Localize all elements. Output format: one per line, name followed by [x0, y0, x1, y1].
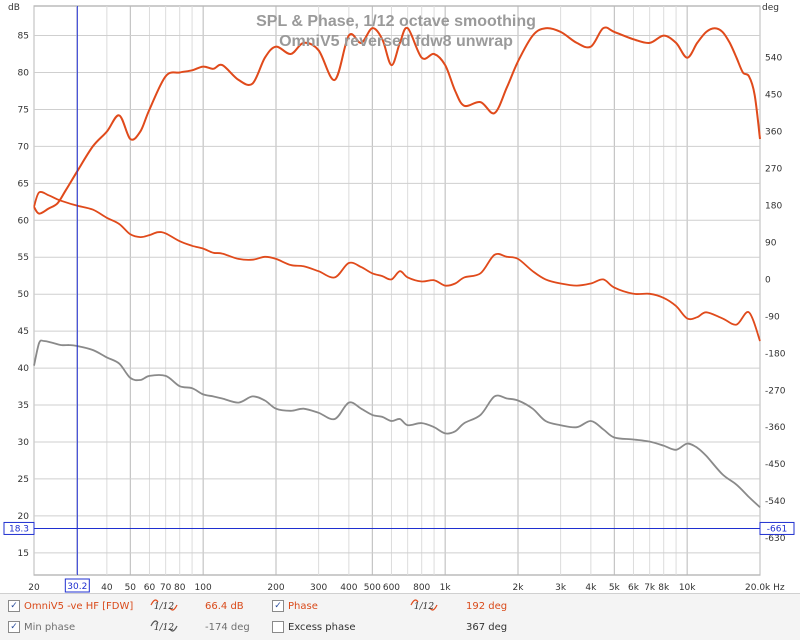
- right-tick-label: 180: [765, 202, 782, 212]
- left-tick-label: 20: [18, 512, 30, 522]
- left-tick-label: 50: [18, 290, 30, 300]
- left-tick-label: 65: [18, 179, 29, 189]
- excess-phase-label: Excess phase: [288, 622, 356, 633]
- x-tick-label: 80: [174, 583, 186, 593]
- right-tick-label: -270: [765, 386, 786, 396]
- x-tick-label: 10k: [679, 583, 696, 593]
- right-tick-label: 270: [765, 165, 782, 175]
- cursor-right-box: [759, 521, 795, 535]
- grid-lines: [33, 5, 761, 576]
- phase-cursor-value: 192 deg: [466, 601, 508, 612]
- x-tick-label: 100: [195, 583, 212, 593]
- left-axis-unit: dB: [8, 3, 20, 13]
- minphase-legend-label: Min phase: [24, 622, 76, 633]
- spl-series-line: [33, 26, 761, 215]
- x-tick-label: 7k: [644, 583, 656, 593]
- spl-phase-chart[interactable]: 15 20 25 30 35 40 45 50 55 60 65 70 75 80 85 -630 -540 -4…: [0, 0, 800, 593]
- spl-smoothing-icon[interactable]: 1/12: [150, 598, 178, 612]
- left-tick-label: 15: [18, 549, 29, 559]
- legend-row-spl: ✓ OmniV5 -ve HF [FDW] 1/12 66.4 dB ✓ Pha…: [0, 596, 800, 616]
- cursor-right-readout: -661: [767, 524, 787, 534]
- left-tick-label: 45: [18, 327, 29, 337]
- cursor[interactable]: 18.3 -661 30.2: [3, 6, 795, 593]
- right-axis-unit: deg: [762, 3, 779, 13]
- x-tick-label: 6k: [628, 583, 640, 593]
- x-tick-label: 300: [310, 583, 327, 593]
- left-tick-label: 80: [18, 69, 30, 79]
- spl-checkbox[interactable]: ✓: [8, 600, 20, 612]
- minphase-series-line: [33, 339, 761, 508]
- phase-legend-label: Phase: [288, 601, 318, 612]
- right-tick-label: -630: [765, 534, 786, 544]
- right-tick-label: 360: [765, 128, 782, 138]
- x-tick-label: 60: [144, 583, 156, 593]
- spl-smoothing-text: 1/12: [154, 602, 174, 612]
- right-tick-label: -90: [765, 312, 780, 322]
- minphase-smoothing-text: 1/12: [154, 623, 174, 633]
- spl-cursor-value: 66.4 dB: [205, 601, 244, 612]
- cursor-x-box: [64, 578, 90, 593]
- right-tick-label: 90: [765, 238, 777, 248]
- cursor-left-readout: 18.3: [9, 524, 29, 534]
- phase-smoothing-text: 1/12: [414, 602, 434, 612]
- plot-frame: [33, 5, 761, 576]
- left-tick-label: 60: [18, 216, 30, 226]
- x-tick-label: 600: [383, 583, 400, 593]
- left-tick-label: 85: [18, 32, 29, 42]
- x-tick-label: 70: [160, 583, 172, 593]
- right-tick-label: 540: [765, 54, 782, 64]
- x-tick-label: 200: [267, 583, 284, 593]
- phase-series-line: [33, 190, 761, 342]
- chart-subtitle: OmniV5 reversed fdw8 unwrap: [279, 33, 513, 50]
- phase-smoothing-icon[interactable]: 1/12: [410, 598, 438, 612]
- minphase-checkbox[interactable]: ✓: [8, 621, 20, 633]
- right-tick-label: 0: [765, 275, 771, 285]
- minphase-smoothing-icon[interactable]: 1/12: [150, 619, 178, 633]
- x-tick-label: 8k: [658, 583, 670, 593]
- left-tick-label: 25: [18, 475, 29, 485]
- right-tick-label: -540: [765, 497, 786, 507]
- cursor-left-box: [3, 521, 35, 535]
- excess-phase-checkbox[interactable]: [272, 621, 284, 633]
- x-tick-label: 1k: [440, 583, 452, 593]
- right-tick-label: -180: [765, 349, 786, 359]
- x-tick-label: 20.0k Hz: [745, 583, 785, 593]
- x-tick-label: 800: [413, 583, 430, 593]
- x-tick-label: 40: [101, 583, 113, 593]
- right-tick-label: -360: [765, 423, 786, 433]
- left-tick-label: 35: [18, 401, 29, 411]
- x-tick-label: 4k: [585, 583, 597, 593]
- legend-row-minphase: ✓ Min phase 1/12 -174 deg Excess phase 3…: [0, 617, 800, 637]
- right-tick-label: -450: [765, 460, 786, 470]
- excess-phase-value: 367 deg: [466, 622, 508, 633]
- x-tick-label: 20: [28, 583, 40, 593]
- x-tick-label: 2k: [513, 583, 525, 593]
- right-tick-label: 450: [765, 91, 782, 101]
- left-tick-label: 75: [18, 105, 29, 115]
- cursor-x-readout: 30.2: [67, 582, 87, 592]
- x-tick-label: 400: [340, 583, 357, 593]
- spl-legend-label: OmniV5 -ve HF [FDW]: [24, 601, 134, 612]
- minphase-cursor-value: -174 deg: [205, 622, 250, 633]
- x-tick-label: 3k: [555, 583, 567, 593]
- left-tick-label: 70: [18, 142, 30, 152]
- chart-title: SPL & Phase, 1/12 octave smoothing: [256, 13, 536, 30]
- legend-panel: ✓ OmniV5 -ve HF [FDW] 1/12 66.4 dB ✓ Pha…: [0, 593, 800, 640]
- x-tick-label: 50: [125, 583, 137, 593]
- phase-checkbox[interactable]: ✓: [272, 600, 284, 612]
- left-tick-label: 40: [18, 364, 30, 374]
- left-tick-label: 30: [18, 438, 30, 448]
- axes: 15 20 25 30 35 40 45 50 55 60 65 70 75 80 85 -630 -540 -4…: [18, 32, 786, 593]
- x-tick-label: 500: [364, 583, 381, 593]
- left-tick-label: 55: [18, 253, 29, 263]
- x-tick-label: 5k: [609, 583, 621, 593]
- series-layer: [33, 26, 761, 508]
